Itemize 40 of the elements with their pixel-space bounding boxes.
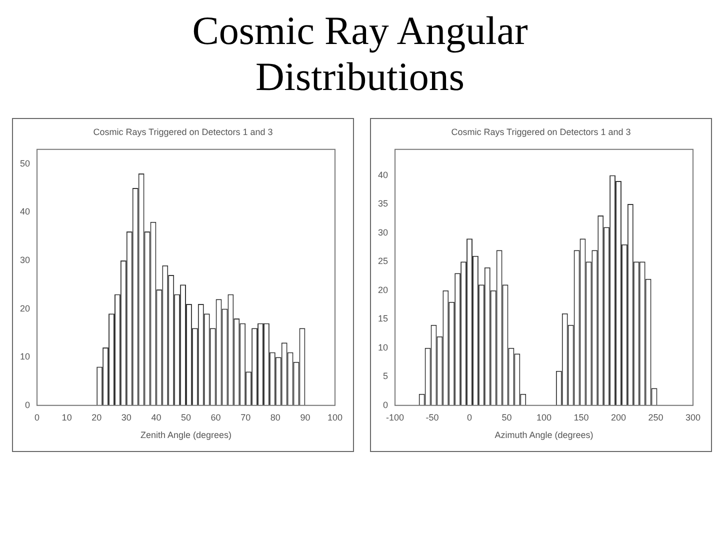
x-tick-label: 50 (181, 412, 192, 422)
y-tick-label: 30 (378, 227, 388, 238)
y-tick-label: 25 (378, 256, 388, 266)
x-tick-label: 10 (62, 412, 72, 422)
y-tick-label: 10 (378, 342, 388, 352)
x-tick-label: 40 (151, 412, 162, 422)
x-tick-label: 150 (574, 412, 589, 422)
y-tick-label: 5 (382, 371, 388, 382)
x-tick-label: 300 (685, 412, 701, 422)
x-tick-label: -100 (386, 412, 404, 422)
y-tick-label: 50 (20, 158, 30, 168)
y-tick-label: 15 (378, 314, 388, 324)
x-tick-label: 50 (502, 412, 512, 422)
y-tick-label: 35 (378, 198, 388, 209)
x-tick-label: 20 (92, 412, 102, 422)
chart-title: Cosmic Rays Triggered on Detectors 1 and 3 (450, 127, 632, 139)
y-tick-label: 10 (20, 352, 30, 362)
x-tick-label: 70 (240, 412, 251, 422)
x-axis-title: Azimuth Angle (degrees) (494, 430, 594, 440)
x-tick-label: 250 (648, 412, 664, 422)
x-tick-label: 0 (34, 412, 40, 422)
chart-title: Cosmic Ray Angular Distributions (191, 8, 529, 101)
x-tick-label: 100 (327, 412, 343, 422)
y-tick-label: 40 (378, 170, 388, 180)
x-tick-label: 200 (610, 412, 626, 422)
x-tick-label: 60 (210, 412, 221, 422)
y-tick-label: 0 (24, 400, 30, 410)
chart-subtitle: Cosmic Rays Triggered on Detectors 1 and 3 (92, 127, 274, 139)
x-tick-label: 100 (536, 412, 552, 422)
x-tick-label: -50 (426, 412, 439, 422)
y-tick-label: 40 (20, 206, 30, 217)
y-tick-label: 20 (378, 284, 388, 295)
x-tick-label: 80 (270, 412, 280, 422)
x-tick-label: 0 (467, 412, 472, 422)
y-tick-label: 0 (382, 400, 388, 410)
y-tick-label: 20 (20, 303, 30, 314)
y-tick-label: 30 (20, 254, 30, 265)
x-tick-label: 30 (121, 412, 132, 422)
x-axis-title: Zenith Angle (degrees) (140, 430, 232, 440)
x-tick-label: 90 (300, 412, 310, 422)
